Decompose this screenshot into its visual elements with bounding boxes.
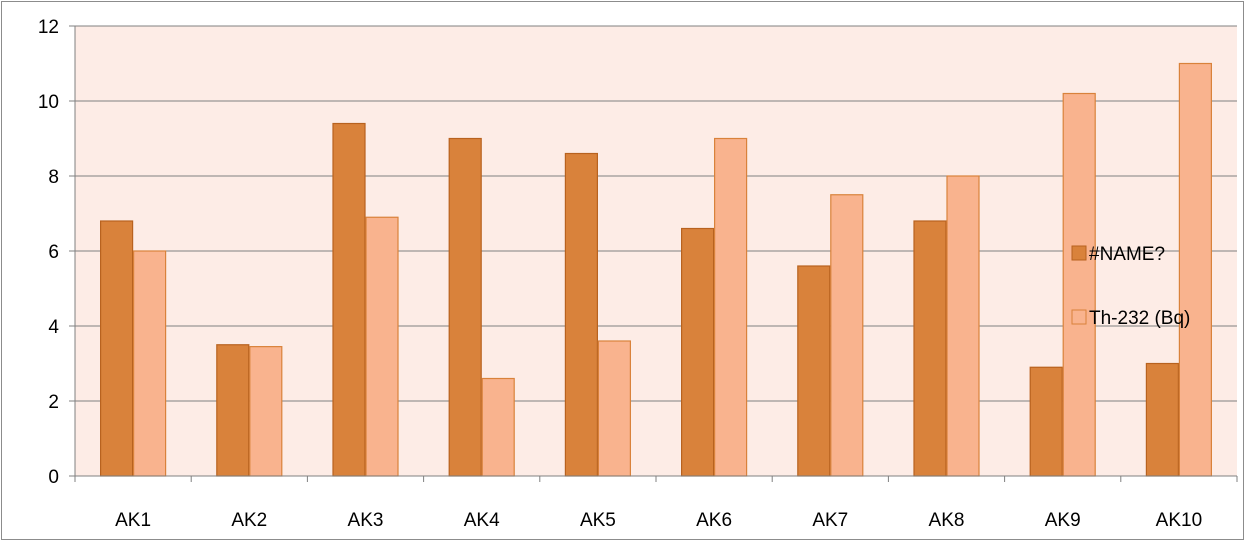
bar-series1: [564, 152, 599, 477]
bar-series2: [133, 250, 167, 477]
legend-swatch: [1071, 309, 1087, 325]
bar-series1: [913, 220, 947, 477]
y-tick-label: 4: [48, 317, 59, 338]
bar-series1: [797, 265, 831, 477]
legend-label: #NAME?: [1089, 244, 1165, 265]
x-tick-label: AK1: [115, 510, 151, 531]
x-tick-label: AK9: [1045, 510, 1081, 531]
y-tick-labels: 0 2 4 6 8 10 12: [38, 17, 60, 488]
x-tick-label: AK2: [231, 510, 267, 531]
y-tick-label: 6: [48, 242, 59, 263]
y-tick-label: 0: [48, 467, 59, 488]
bar-series2: [1178, 62, 1213, 477]
legend: #NAME? Th-232 (Bq): [1071, 244, 1190, 329]
bar-series2: [1062, 92, 1096, 477]
bar-series1: [332, 122, 366, 477]
y-tick-label: 10: [38, 92, 59, 113]
x-tick-label: AK3: [348, 510, 384, 531]
legend-label: Th-232 (Bq): [1089, 308, 1190, 329]
bar-series2: [946, 175, 980, 477]
x-tick-label: AK10: [1156, 510, 1202, 531]
bar-series1: [680, 227, 715, 477]
bar-series1: [216, 344, 250, 477]
legend-swatch: [1071, 245, 1087, 261]
bars: [99, 62, 1213, 477]
bar-series2: [365, 216, 399, 477]
y-tick-label: 12: [38, 17, 59, 38]
axes: [74, 26, 1238, 482]
x-tick-labels: AK1 AK2 AK3 AK4 AK5 AK6 AK7 AK8 AK9 AK10: [115, 510, 1202, 531]
bar-series2: [249, 346, 283, 477]
bar-series2: [713, 137, 748, 477]
x-tick-label: AK8: [929, 510, 965, 531]
bar-series2: [597, 340, 632, 477]
y-tick-label: 2: [48, 392, 59, 413]
bar-series1: [99, 220, 134, 477]
x-tick-label: AK5: [580, 510, 616, 531]
y-tick-label: 8: [48, 167, 59, 188]
x-tick-label: AK4: [464, 510, 500, 531]
bar-series2: [830, 194, 864, 477]
x-tick-label: AK7: [812, 510, 848, 531]
bar-series1: [1145, 362, 1180, 477]
bar-series1: [1029, 366, 1063, 477]
bar-series2: [481, 377, 515, 477]
x-tick-label: AK6: [696, 510, 732, 531]
bar-series1: [448, 137, 482, 477]
